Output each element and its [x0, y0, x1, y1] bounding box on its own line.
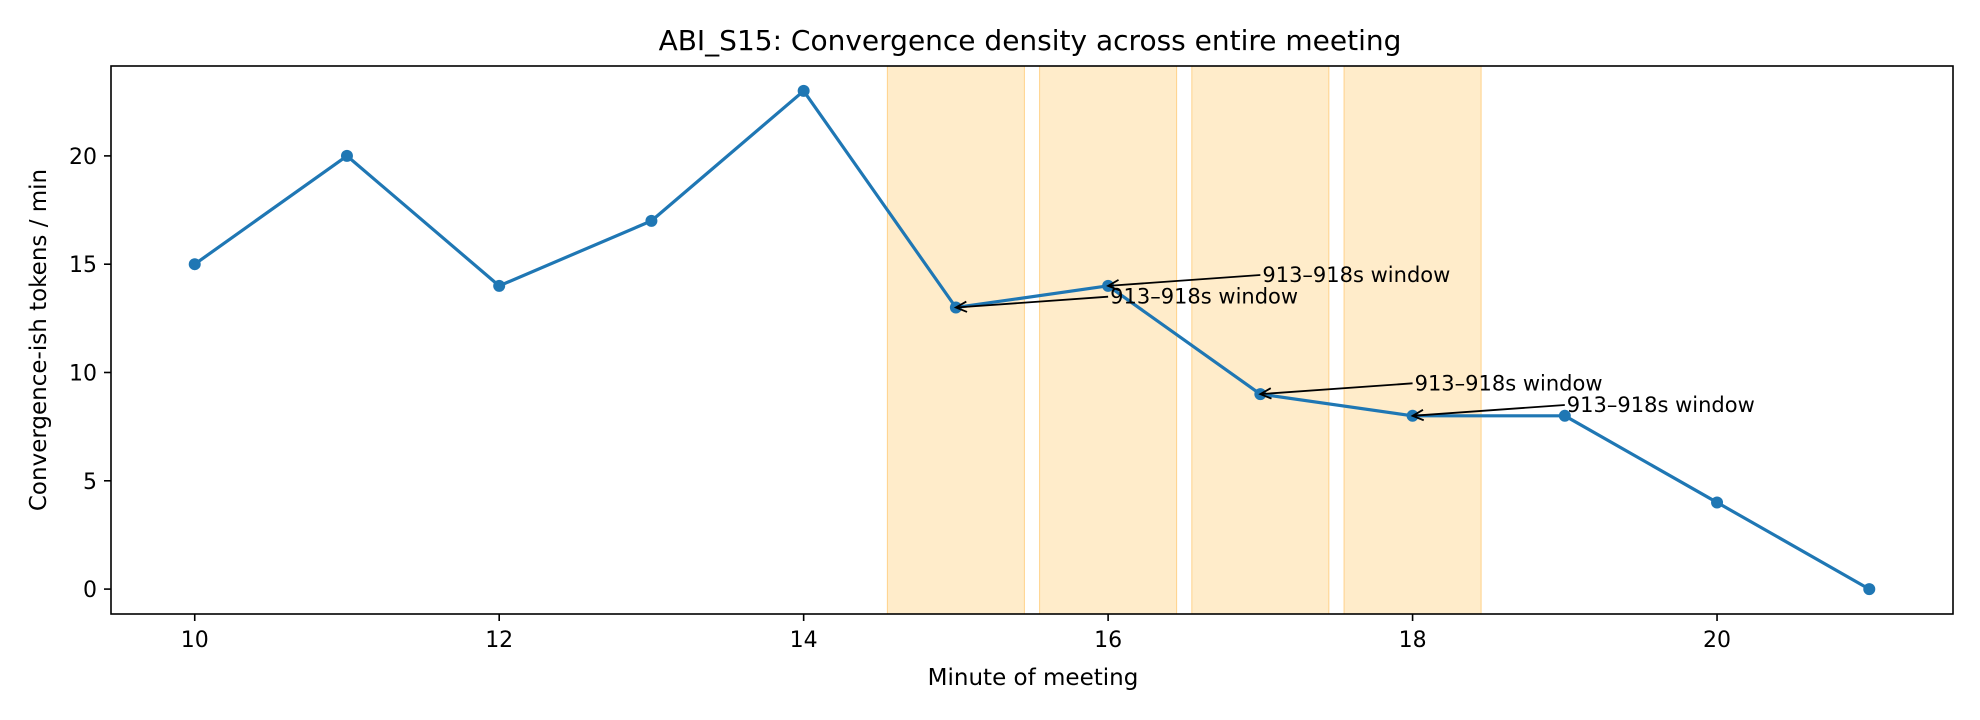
annotation-arrow: [1412, 404, 1565, 417]
y-axis-title: Convergence-ish tokens / min: [26, 169, 52, 511]
annotation-arrowhead: [1258, 387, 1272, 400]
x-axis: 10 12 14 16 18 20: [181, 614, 1731, 653]
x-tick-label: 10: [181, 628, 209, 653]
series-line: [193, 89, 1871, 591]
annotation-arrowhead: [1410, 409, 1425, 422]
x-tick-label: 12: [485, 628, 513, 653]
annotation-arrow: [955, 295, 1109, 309]
highlight-span-4: [1343, 65, 1482, 615]
data-point: [797, 84, 810, 97]
y-tick-label: 5: [83, 470, 97, 495]
annotation-label: 913–918s window: [1415, 371, 1603, 395]
x-tick-label: 20: [1703, 628, 1731, 653]
highlight-span-1: [886, 65, 1025, 615]
x-axis-title: Minute of meeting: [928, 665, 1139, 691]
annotation-label: 913–918s window: [1567, 393, 1755, 417]
y-tick-label: 0: [83, 578, 97, 603]
annotation-arrow: [1260, 382, 1413, 396]
y-tick-label: 15: [69, 253, 97, 278]
x-tick-label: 16: [1094, 628, 1122, 653]
annotation-label: 913–918s window: [1110, 285, 1298, 309]
annotation-arrowhead: [953, 300, 968, 313]
annotation-arrow: [1108, 274, 1261, 287]
highlight-span-2: [1039, 65, 1178, 615]
data-point: [1558, 409, 1571, 422]
plot-frame: [110, 65, 1954, 615]
annotation-label: 913–918s window: [1262, 263, 1450, 287]
y-tick-label: 20: [69, 145, 97, 170]
data-point: [1711, 496, 1724, 509]
x-tick-label: 14: [790, 628, 818, 653]
chart-title: ABI_S15: Convergence density across enti…: [659, 24, 1402, 57]
data-point: [645, 214, 658, 227]
annotation-arrowhead: [1106, 279, 1120, 292]
data-point: [188, 258, 201, 271]
data-point: [493, 279, 506, 292]
y-tick-label: 10: [69, 361, 97, 386]
data-point: [340, 149, 353, 162]
x-tick-label: 18: [1399, 628, 1427, 653]
data-point: [1863, 583, 1876, 596]
y-axis: 0 5 10 15 20: [69, 145, 111, 603]
series-layer: [188, 84, 1876, 596]
highlight-span-3: [1191, 65, 1330, 615]
